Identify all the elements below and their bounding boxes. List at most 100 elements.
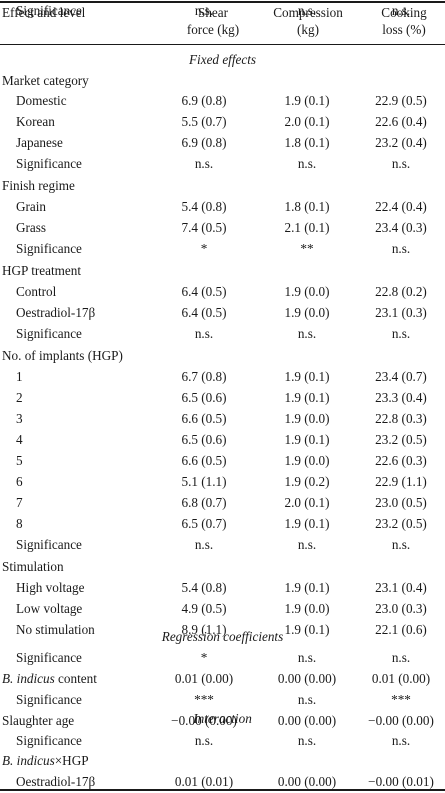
row-level-label: No stimulation <box>16 619 95 641</box>
row-level-label: Grain <box>16 196 46 218</box>
row-label-text: Domestic <box>16 93 67 108</box>
section-regression-coefficients: Regression coefficients <box>161 629 284 644</box>
cooking-loss-cell: 23.2 (0.4) <box>375 135 427 150</box>
compression-cell: ** <box>300 241 314 256</box>
table-row: Korean 5.5 (0.7) 2.0 (0.1) 22.6 (0.4) <box>0 111 445 133</box>
cooking-loss-cell: −0.00 (0.01) <box>368 774 434 789</box>
table-row: Grass 7.4 (0.5) 2.1 (0.1) 23.4 (0.3) <box>0 217 445 239</box>
row-label-text: Significance <box>16 692 82 707</box>
cooking-loss-cell: 23.4 (0.7) <box>375 369 427 384</box>
compression-cell: 1.9 (0.0) <box>284 453 330 468</box>
row-level-label: Domestic <box>16 90 67 112</box>
row-effect-label: Slaughter age <box>2 710 74 732</box>
table-row: Significance n.s. n.s. n.s. <box>0 323 445 345</box>
cooking-loss-cell: 23.0 (0.5) <box>375 495 427 510</box>
cooking-loss-cell: 22.8 (0.2) <box>375 284 427 299</box>
compression-cell: 1.9 (0.1) <box>284 93 330 108</box>
cooking-loss-cell: 22.9 (1.1) <box>375 474 427 489</box>
top-rule <box>0 1 445 3</box>
shear-force-cell: 5.1 (1.1) <box>181 474 227 489</box>
row-label-text: 5 <box>16 453 23 468</box>
cooking-loss-cell: 22.8 (0.3) <box>375 411 427 426</box>
row-effect-label: Stimulation <box>2 556 64 578</box>
shear-force-cell: 4.9 (0.5) <box>181 601 227 616</box>
table-row: No stimulation 8.9 (1.1) 1.9 (0.1) 22.1 (0.… <box>0 619 445 641</box>
table-row: B. indicus content 0.01 (0.00) 0.00 (0.00)… <box>0 668 445 690</box>
row-label-text: HGP treatment <box>2 263 81 278</box>
row-level-label: Significance <box>16 534 82 556</box>
cooking-loss-cell: n.s. <box>391 650 411 665</box>
row-label-text: Grass <box>16 220 47 235</box>
cooking-loss-cell: 22.1 (0.6) <box>375 622 427 637</box>
row-level-label: 8 <box>16 513 23 535</box>
row-level-label: Significance <box>16 689 82 711</box>
shear-force-cell: 5.4 (0.8) <box>181 199 227 214</box>
table-row: Japanese 6.9 (0.8) 1.8 (0.1) 23.2 (0.4) <box>0 132 445 154</box>
shear-force-cell: n.s. <box>194 156 214 171</box>
row-level-label: 3 <box>16 408 23 430</box>
cooking-loss-cell: 23.2 (0.5) <box>375 432 427 447</box>
row-level-label: Control <box>16 281 56 303</box>
compression-cell: 1.9 (0.0) <box>284 601 330 616</box>
row-label-text: 7 <box>16 495 23 510</box>
shear-force-cell: n.s. <box>194 537 214 552</box>
header-shear-line1: Shear <box>197 5 229 20</box>
compression-cell: 1.9 (0.1) <box>284 390 330 405</box>
row-label-text: Japanese <box>16 135 63 150</box>
header-rule <box>0 44 445 45</box>
row-label-text: 8 <box>16 516 23 531</box>
compression-cell: 1.9 (0.1) <box>284 432 330 447</box>
table-row: 2 6.5 (0.6) 1.9 (0.1) 23.3 (0.4) <box>0 387 445 409</box>
row-label-text: Oestradiol-17β <box>16 774 96 789</box>
cooking-loss-cell: 23.2 (0.5) <box>375 516 427 531</box>
row-label-text: 4 <box>16 432 23 447</box>
cooking-loss-cell: *** <box>391 692 411 707</box>
cooking-loss-cell: n.s. <box>391 156 411 171</box>
row-level-label: Oestradiol-17β <box>16 302 95 324</box>
header-compression-line2: (kg) <box>297 22 319 37</box>
row-level-label: Japanese <box>16 132 63 154</box>
row-label-text: Oestradiol-17β <box>16 305 96 320</box>
compression-cell: 2.1 (0.1) <box>284 220 330 235</box>
row-label-text: 2 <box>16 390 23 405</box>
table-row: Control 6.4 (0.5) 1.9 (0.0) 22.8 (0.2) <box>0 281 445 303</box>
compression-cell: 1.9 (0.1) <box>284 369 330 384</box>
row-label-text: Significance <box>16 3 82 18</box>
row-label-text: Market category <box>2 73 89 88</box>
row-level-label: Significance <box>16 0 82 22</box>
shear-force-cell: n.s. <box>194 733 214 748</box>
table-row: Significance n.s. n.s. n.s. <box>0 534 445 556</box>
row-level-label: Significance <box>16 730 82 752</box>
row-level-label: Grass <box>16 217 46 239</box>
row-level-label: Korean <box>16 111 55 133</box>
row-label-text: 1 <box>16 369 23 384</box>
table-row: No. of implants (HGP) <box>0 345 445 367</box>
row-level-label: Significance <box>16 323 82 345</box>
compression-cell: 1.9 (0.1) <box>284 580 330 595</box>
row-level-label: Significance <box>16 238 82 260</box>
compression-cell: 0.00 (0.00) <box>277 671 337 686</box>
row-level-label: 5 <box>16 450 23 472</box>
header-shear-line2: force (kg) <box>186 22 240 37</box>
compression-cell: 1.9 (0.0) <box>284 305 330 320</box>
row-level-label: Oestradiol-17β <box>16 771 95 793</box>
row-label-text: No. of implants (HGP) <box>2 348 123 363</box>
shear-force-cell: * <box>200 650 208 665</box>
compression-cell: 1.9 (0.1) <box>284 622 330 637</box>
row-label-text: Significance <box>16 650 82 665</box>
compression-cell: 1.8 (0.1) <box>284 199 330 214</box>
table-row: High voltage 5.4 (0.8) 1.9 (0.1) 23.1 (0.4) <box>0 577 445 599</box>
row-level-label: Significance <box>16 153 82 175</box>
compression-cell: n.s. <box>297 326 317 341</box>
table-row: Oestradiol-17β 0.01 (0.01) 0.00 (0.00) −0.0… <box>0 771 445 793</box>
row-label-text: Slaughter age <box>2 713 75 728</box>
row-level-label: Low voltage <box>16 598 82 620</box>
table-row: 8 6.5 (0.7) 1.9 (0.1) 23.2 (0.5) <box>0 513 445 535</box>
shear-force-cell: 6.7 (0.8) <box>181 369 227 384</box>
shear-force-cell: −0.00 (0.00) <box>171 713 237 728</box>
compression-cell: 2.0 (0.1) <box>284 114 330 129</box>
shear-force-cell: 0.01 (0.00) <box>174 671 234 686</box>
compression-cell: 1.9 (0.1) <box>284 516 330 531</box>
table-row: 5 6.6 (0.5) 1.9 (0.0) 22.6 (0.3) <box>0 450 445 472</box>
